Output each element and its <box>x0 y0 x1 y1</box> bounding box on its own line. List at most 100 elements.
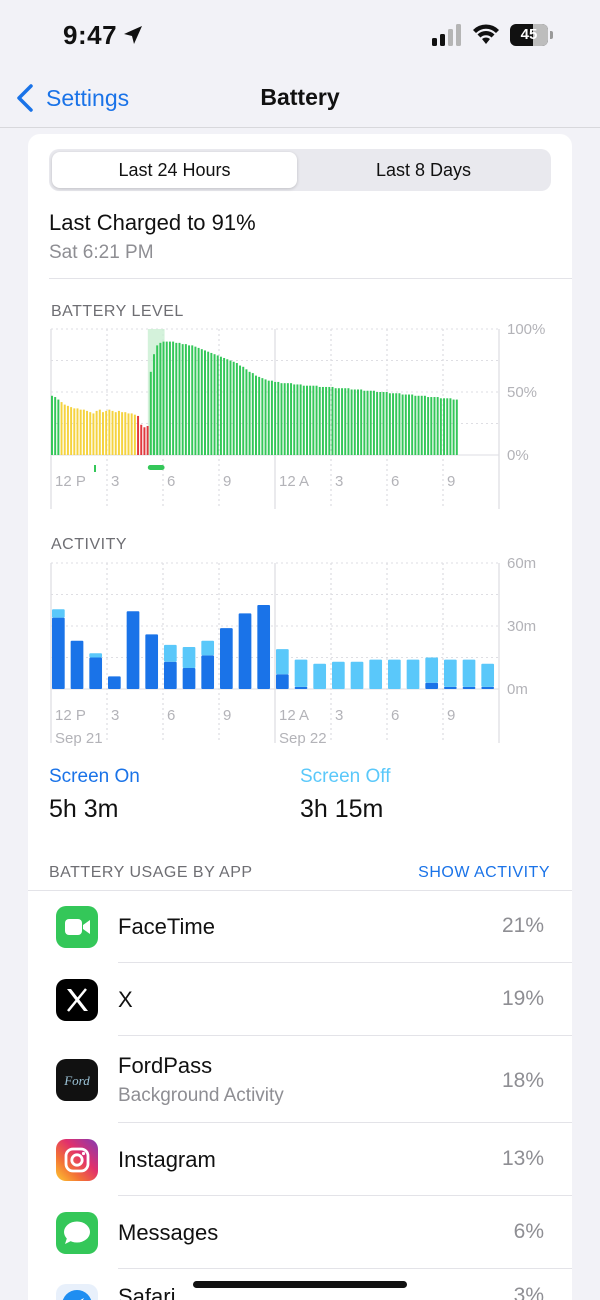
activity-bar-screen-off <box>406 659 420 689</box>
battery-bar <box>172 341 175 455</box>
battery-bar <box>439 398 442 455</box>
app-row-messages[interactable]: Messages 6% <box>28 1197 572 1269</box>
show-activity-button[interactable]: SHOW ACTIVITY <box>418 864 550 881</box>
battery-bar <box>165 341 168 455</box>
battery-bar <box>175 342 178 455</box>
battery-bar <box>430 397 433 455</box>
x-tick-label: 9 <box>447 473 455 490</box>
y-tick-label: 60m <box>507 558 536 572</box>
activity-bar-screen-on <box>182 668 196 689</box>
battery-bar <box>213 354 216 455</box>
battery-bar <box>133 414 136 455</box>
activity-bar-screen-off <box>164 644 177 662</box>
battery-bar <box>401 394 404 455</box>
battery-bar <box>261 378 264 455</box>
app-percent: 21% <box>501 914 544 937</box>
battery-bar <box>121 412 124 455</box>
segment-last-8-days[interactable]: Last 8 Days <box>375 160 472 180</box>
battery-bar <box>98 409 101 455</box>
battery-bar <box>331 386 334 455</box>
battery-bar <box>411 394 414 455</box>
battery-bar <box>283 383 286 455</box>
battery-bar <box>248 371 251 455</box>
battery-bar <box>334 388 337 455</box>
battery-bar <box>379 392 382 455</box>
battery-bar <box>245 369 248 455</box>
y-tick-label: 50% <box>507 384 537 401</box>
battery-bar <box>207 351 210 455</box>
app-row-facetime[interactable]: FaceTime 21% <box>28 891 572 963</box>
x-tick-label: 12 A <box>279 473 309 490</box>
battery-bar <box>274 381 277 455</box>
back-button[interactable]: Settings <box>16 82 129 114</box>
y-tick-label: 100% <box>507 324 545 338</box>
y-tick-label: 0m <box>507 681 528 698</box>
battery-bar <box>86 410 89 455</box>
app-row-instagram[interactable]: Instagram 13% <box>28 1124 572 1196</box>
battery-bar <box>315 385 318 455</box>
activity-bar-screen-off <box>89 653 103 658</box>
battery-bar <box>251 373 254 455</box>
activity-bar-screen-on <box>257 605 271 689</box>
battery-indicator: 45 <box>510 24 554 46</box>
battery-bar <box>54 397 57 455</box>
battery-bar <box>137 415 140 455</box>
battery-bar <box>309 385 312 455</box>
home-indicator[interactable] <box>193 1281 407 1288</box>
activity-bar-screen-off <box>444 659 457 687</box>
battery-bar <box>204 350 206 455</box>
x-icon <box>56 979 98 1021</box>
activity-bar-screen-off <box>462 659 476 687</box>
app-percent: 18% <box>501 1069 544 1092</box>
battery-bar <box>89 412 92 455</box>
activity-bar-screen-off <box>52 609 65 618</box>
app-subtitle: Background Activity <box>118 1085 284 1106</box>
battery-bar <box>347 388 350 455</box>
battery-bar <box>449 398 452 455</box>
activity-bar-screen-off <box>294 659 308 687</box>
battery-bar <box>146 426 149 455</box>
row-separator <box>118 1035 572 1036</box>
battery-bar <box>51 395 53 455</box>
battery-bar <box>353 389 356 455</box>
battery-bar <box>293 384 296 455</box>
battery-bar <box>200 349 203 455</box>
activity-bar-screen-on <box>481 686 495 689</box>
battery-bar <box>223 357 226 455</box>
activity-bar-screen-on <box>294 686 308 689</box>
battery-bar <box>194 346 197 455</box>
app-name: Instagram <box>118 1147 216 1172</box>
battery-bar <box>188 345 191 455</box>
battery-bar <box>366 390 369 455</box>
battery-bar <box>216 355 219 455</box>
app-row-safari[interactable]: Safari 3% <box>28 1270 572 1300</box>
row-separator <box>118 962 572 963</box>
app-percent: 6% <box>513 1220 544 1243</box>
battery-bar <box>420 395 423 455</box>
screen-off-label: Screen Off <box>300 766 391 787</box>
x-tick-label: 6 <box>391 707 399 724</box>
activity-bar-screen-off <box>350 661 364 689</box>
page-title: Battery <box>260 84 340 110</box>
x-tick-label: 3 <box>335 707 343 724</box>
battery-bar <box>258 376 261 455</box>
battery-bar <box>277 381 280 455</box>
usage-by-app-header: BATTERY USAGE BY APP <box>49 864 253 881</box>
x-tick-label: 3 <box>111 473 119 490</box>
battery-bar <box>443 398 446 455</box>
battery-bar <box>321 386 324 455</box>
app-percent: 13% <box>501 1147 544 1170</box>
app-row-x[interactable]: X 19% <box>28 964 572 1036</box>
app-name: FaceTime <box>118 914 215 939</box>
battery-bar <box>130 413 133 455</box>
battery-bar <box>219 356 222 455</box>
battery-bar <box>57 399 60 455</box>
app-row-fordpass[interactable]: Ford FordPass Background Activity 18% <box>28 1037 572 1123</box>
activity-bar-screen-on <box>276 674 289 689</box>
activity-bar-screen-on <box>425 682 439 689</box>
charging-indicator <box>147 465 165 470</box>
segment-last-24-hours[interactable]: Last 24 Hours <box>52 152 297 188</box>
date-label: Sep 22 <box>279 730 327 747</box>
battery-bar <box>242 366 245 455</box>
battery-bar <box>149 371 152 455</box>
